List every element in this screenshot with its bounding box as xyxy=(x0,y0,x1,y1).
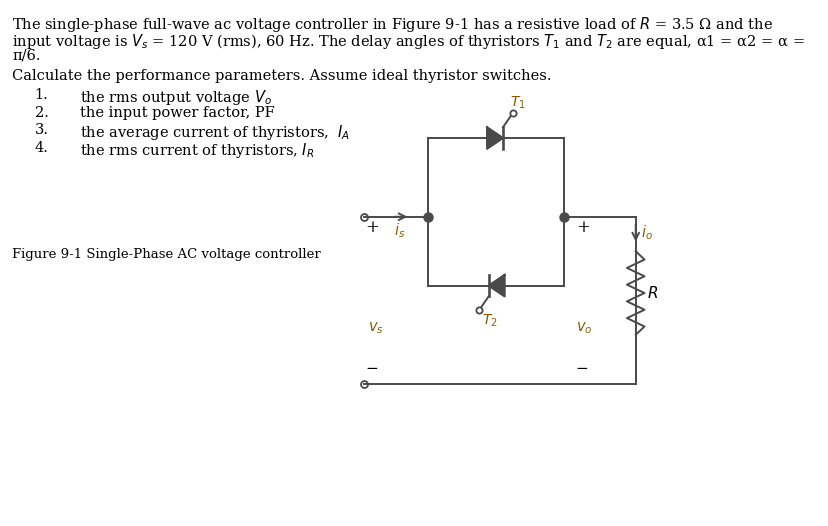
Text: $R$: $R$ xyxy=(646,285,657,301)
Text: π/6.: π/6. xyxy=(12,48,41,63)
Text: +: + xyxy=(365,219,379,236)
Text: $i_o$: $i_o$ xyxy=(640,223,652,242)
Polygon shape xyxy=(488,275,504,297)
Polygon shape xyxy=(486,127,503,149)
Text: Calculate the performance parameters. Assume ideal thyristor switches.: Calculate the performance parameters. As… xyxy=(12,69,551,83)
Text: $v_o$: $v_o$ xyxy=(575,320,591,336)
Text: The single-phase full-wave ac voltage controller in Figure 9-1 has a resistive l: The single-phase full-wave ac voltage co… xyxy=(12,15,773,34)
Text: −: − xyxy=(365,362,378,377)
Text: the input power factor, PF: the input power factor, PF xyxy=(80,106,275,119)
Text: the average current of thyristors,  $I_A$: the average current of thyristors, $I_A$ xyxy=(80,123,350,142)
Text: $T_1$: $T_1$ xyxy=(509,95,525,112)
Text: $T_2$: $T_2$ xyxy=(482,312,498,329)
Text: $v_s$: $v_s$ xyxy=(368,320,383,336)
Text: 2.: 2. xyxy=(35,106,48,119)
Text: input voltage is $V_s$ = 120 V (rms), 60 Hz. The delay angles of thyristors $T_1: input voltage is $V_s$ = 120 V (rms), 60… xyxy=(12,32,804,50)
Bar xyxy=(427,138,563,286)
Text: $i_s$: $i_s$ xyxy=(394,221,405,240)
Text: 3.: 3. xyxy=(35,123,49,137)
Text: −: − xyxy=(575,362,588,377)
Text: +: + xyxy=(575,219,589,236)
Text: 4.: 4. xyxy=(35,141,48,155)
Text: Figure 9-1 Single-Phase AC voltage controller: Figure 9-1 Single-Phase AC voltage contr… xyxy=(12,248,320,261)
Text: the rms output voltage $V_o$: the rms output voltage $V_o$ xyxy=(80,88,272,107)
Text: 1.: 1. xyxy=(35,88,48,102)
Text: the rms current of thyristors, $I_R$: the rms current of thyristors, $I_R$ xyxy=(80,141,314,160)
